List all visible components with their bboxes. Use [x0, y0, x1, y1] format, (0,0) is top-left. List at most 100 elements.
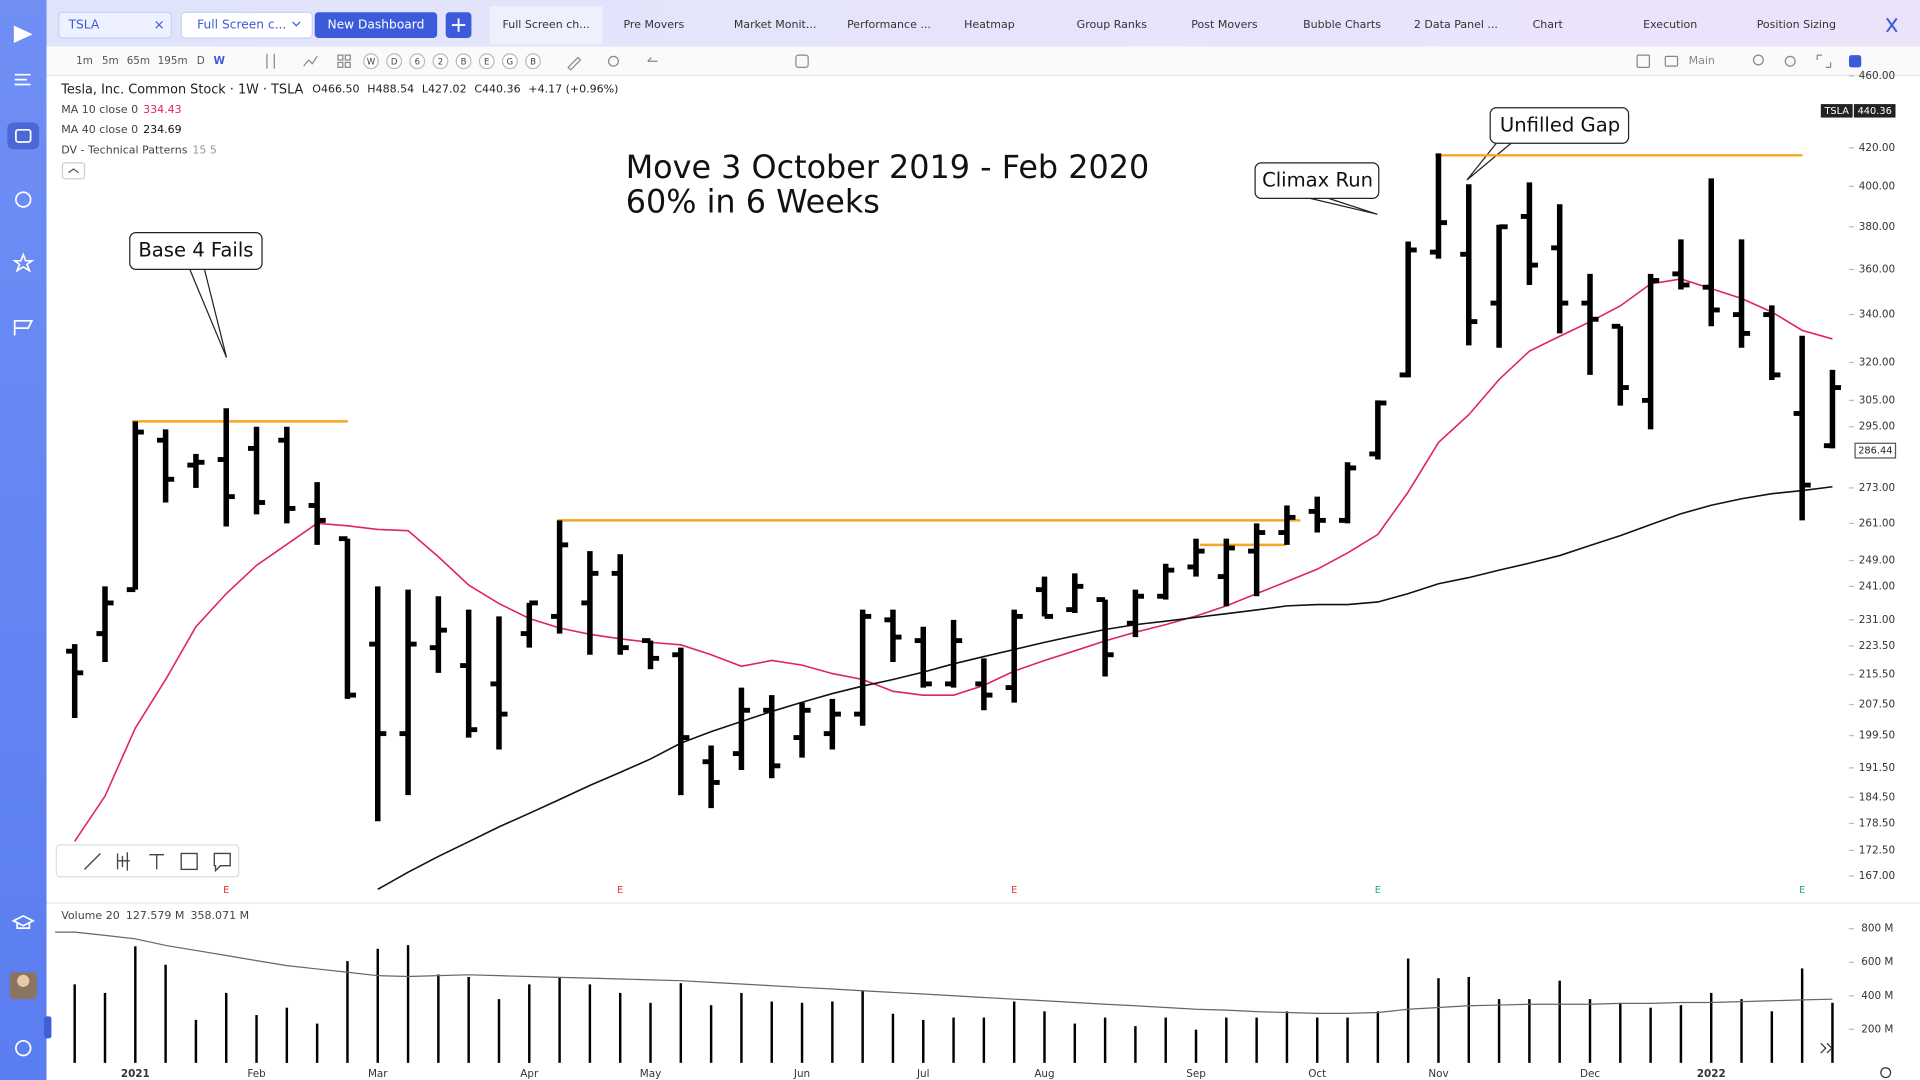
rect-tool[interactable] — [180, 852, 198, 871]
active-icon-bg[interactable] — [7, 122, 40, 150]
layout-count[interactable] — [1848, 55, 1862, 68]
volume-bar — [528, 984, 531, 1063]
pattern-tool[interactable] — [116, 852, 130, 871]
star-icon[interactable] — [12, 252, 35, 273]
layout-icon[interactable] — [337, 54, 344, 61]
y-tick-label: 305.00 — [1859, 394, 1895, 406]
new-dashboard-button[interactable] — [314, 12, 438, 38]
y-tick-label: 207.50 — [1859, 699, 1895, 711]
y-tick-label: 800 M — [1861, 923, 1893, 935]
quick-button[interactable] — [525, 53, 541, 70]
earnings-marker[interactable]: E — [617, 885, 623, 896]
indicator-icon[interactable] — [303, 55, 318, 67]
nav-tab[interactable]: Performance ... — [847, 18, 931, 31]
search-icon[interactable] — [1752, 54, 1764, 66]
volume-bar — [1528, 999, 1531, 1063]
earnings-marker[interactable]: E — [1375, 885, 1381, 896]
quick-label: G — [507, 57, 514, 67]
y-tick-label: 295.00 — [1859, 421, 1895, 433]
sidebar — [0, 0, 47, 1080]
scroll-to-end[interactable] — [1820, 1042, 1833, 1054]
y-tick-label: 184.50 — [1859, 791, 1895, 803]
collapse-legend[interactable] — [61, 162, 86, 180]
nav-tab[interactable]: Market Monit... — [734, 18, 816, 31]
volume-bar — [1164, 1017, 1167, 1063]
nav-tab[interactable]: Execution — [1643, 18, 1697, 31]
y-tick-label: 178.50 — [1859, 817, 1895, 829]
y-tick-label: 200 M — [1861, 1023, 1893, 1035]
toolbar — [0, 46, 1920, 76]
dashboard-icon[interactable] — [15, 128, 32, 143]
fullscreen-icon[interactable] — [1816, 54, 1832, 68]
quick-button[interactable] — [386, 53, 403, 70]
quick-button[interactable] — [409, 53, 426, 70]
symbol-legend: Tesla, Inc. Common Stock · 1W · TSLA O46… — [60, 82, 618, 97]
nav-tab[interactable]: Pre Movers — [623, 18, 684, 31]
timeframe[interactable]: W — [213, 55, 225, 67]
menu-icon[interactable] — [14, 73, 31, 86]
undo-icon[interactable] — [647, 57, 658, 62]
settings-icon[interactable] — [1784, 55, 1796, 67]
help-icon[interactable] — [15, 1039, 32, 1057]
volume-bar — [1134, 1026, 1137, 1063]
panel-icon[interactable] — [1636, 54, 1650, 68]
nav-tab[interactable]: Group Ranks — [1077, 18, 1148, 31]
quick-button[interactable] — [455, 53, 472, 70]
volume-bar — [285, 1007, 289, 1063]
bars-icon[interactable] — [266, 53, 275, 69]
refresh-icon[interactable] — [607, 55, 619, 67]
indicator-name: DV - Technical Patterns — [61, 144, 188, 157]
y-tick-label: 600 M — [1861, 956, 1893, 968]
quick-button[interactable] — [501, 53, 518, 70]
timeframe[interactable]: 5m — [102, 55, 119, 67]
y-tick-label: 273.00 — [1859, 482, 1895, 494]
ma10-value: 334.43 — [143, 103, 182, 116]
nav-tab[interactable]: Post Movers — [1191, 18, 1258, 31]
earnings-marker[interactable]: E — [1799, 885, 1805, 896]
chart-subtitle: 60% in 6 Weeks — [626, 182, 880, 220]
nav-tab[interactable]: 2 Data Panel ... — [1414, 18, 1498, 31]
quick-label: W — [367, 57, 376, 67]
timeframe[interactable]: 65m — [127, 55, 150, 67]
volume-bar — [770, 1001, 773, 1063]
trendline-tool[interactable] — [84, 852, 101, 870]
timeframe[interactable]: 1m — [76, 55, 93, 67]
close-icon[interactable] — [1886, 17, 1898, 33]
volume-value: 127.579 M — [126, 909, 185, 922]
draw-icon[interactable] — [567, 56, 582, 71]
dashboard-select[interactable] — [180, 11, 313, 39]
folder-icon[interactable] — [1664, 55, 1679, 67]
clear-icon[interactable]: × — [154, 18, 165, 33]
quick-button[interactable] — [432, 53, 449, 70]
radar-icon[interactable] — [15, 191, 32, 208]
symbol-input[interactable] — [58, 11, 173, 39]
logo[interactable] — [13, 25, 33, 43]
collapse-handle[interactable] — [44, 1016, 52, 1039]
flag-icon[interactable] — [13, 319, 34, 336]
snapshot-icon[interactable] — [795, 54, 809, 68]
nav-tab[interactable]: Position Sizing — [1757, 18, 1836, 31]
annotation: Base 4 Fails — [138, 239, 253, 262]
y-tick-label: 249.00 — [1859, 555, 1895, 567]
quick-label: 6 — [415, 57, 420, 67]
nav-tab[interactable]: Bubble Charts — [1303, 18, 1381, 31]
volume-bar — [103, 992, 107, 1063]
volume-bar — [679, 983, 683, 1063]
x-tick-label: 2021 — [121, 1068, 150, 1080]
quick-button[interactable] — [478, 53, 495, 70]
last-price-text: 440.36 — [1858, 106, 1892, 117]
earnings-marker[interactable]: E — [223, 885, 229, 896]
text-tool[interactable] — [149, 854, 165, 870]
timeframe[interactable]: D — [197, 55, 205, 67]
nav-tab[interactable]: Chart — [1533, 18, 1564, 31]
nav-tab[interactable]: Full Screen ch... — [502, 18, 589, 31]
settings-icon[interactable] — [1880, 1067, 1892, 1079]
note-tool[interactable] — [213, 852, 231, 873]
cursor-price-tag — [1854, 442, 1897, 459]
annotation: Unfilled Gap — [1500, 114, 1620, 137]
quick-button[interactable] — [363, 53, 379, 70]
timeframe[interactable]: 195m — [158, 55, 188, 67]
earnings-marker[interactable]: E — [1011, 885, 1017, 896]
nav-tab[interactable]: Heatmap — [964, 18, 1015, 31]
learn-icon[interactable] — [11, 914, 35, 930]
